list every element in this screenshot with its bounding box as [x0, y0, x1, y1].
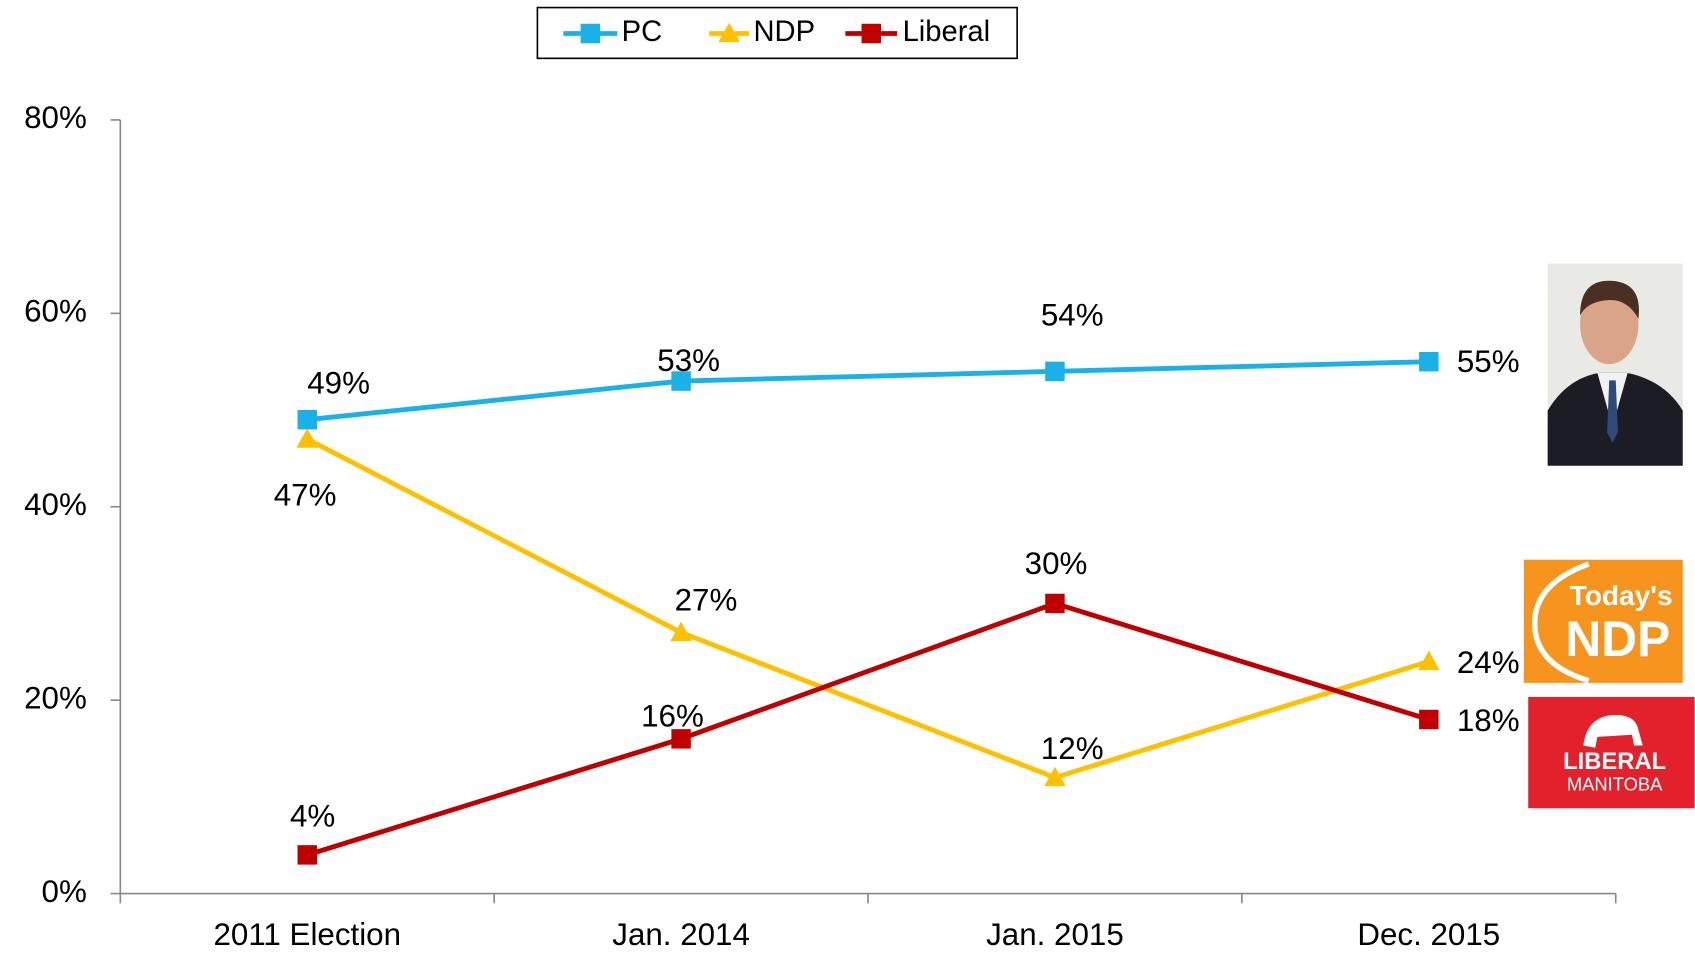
logo-text: NDP — [1565, 611, 1670, 667]
data-label: 18% — [1457, 703, 1520, 738]
legend-label: Liberal — [903, 16, 991, 48]
data-label: 47% — [274, 478, 337, 513]
chart: Today's NDP LIBERAL MANITOBA 0% 20% 40% 60%… — [0, 0, 1695, 953]
candidate-photo — [1548, 264, 1683, 466]
series-line — [307, 439, 1429, 777]
y-tick-label: 40% — [24, 487, 87, 522]
series-line — [307, 362, 1429, 420]
x-tick-label: 2011 Election — [213, 917, 401, 952]
data-label: 27% — [675, 582, 738, 617]
legend-marker — [862, 24, 881, 43]
x-tick-label: Dec. 2015 — [1357, 917, 1500, 952]
y-tick-label: 20% — [24, 680, 87, 715]
x-tick-label: Jan. 2015 — [986, 917, 1124, 952]
y-tick-label: 60% — [24, 294, 87, 329]
series-line — [307, 603, 1429, 854]
marker — [1045, 594, 1064, 613]
logo-text: MANITOBA — [1567, 773, 1663, 794]
data-label: 24% — [1457, 645, 1520, 680]
marker — [1045, 362, 1064, 381]
marker — [296, 428, 318, 447]
data-label: 12% — [1041, 731, 1104, 766]
marker — [298, 410, 317, 429]
y-tick-label: 0% — [42, 874, 87, 909]
legend-label: PC — [622, 16, 663, 48]
marker — [1418, 651, 1440, 670]
marker — [670, 622, 692, 641]
y-tick-label: 80% — [24, 100, 87, 135]
liberal-logo: LIBERAL MANITOBA — [1528, 697, 1694, 808]
marker — [298, 845, 317, 864]
legend-label: NDP — [753, 16, 815, 48]
data-label: 16% — [641, 699, 704, 734]
x-tick-label: Jan. 2014 — [612, 917, 750, 952]
ndp-logo: Today's NDP — [1524, 560, 1683, 683]
logo-text: Today's — [1570, 580, 1673, 611]
data-label: 55% — [1457, 344, 1520, 379]
data-label: 30% — [1025, 546, 1088, 581]
data-label: 54% — [1041, 298, 1104, 333]
data-label: 53% — [657, 343, 720, 378]
data-label: 49% — [307, 365, 370, 400]
logo-text: LIBERAL — [1563, 748, 1666, 775]
marker — [1419, 352, 1438, 371]
data-label: 4% — [290, 798, 335, 833]
marker — [1419, 710, 1438, 729]
legend-marker — [581, 24, 600, 43]
